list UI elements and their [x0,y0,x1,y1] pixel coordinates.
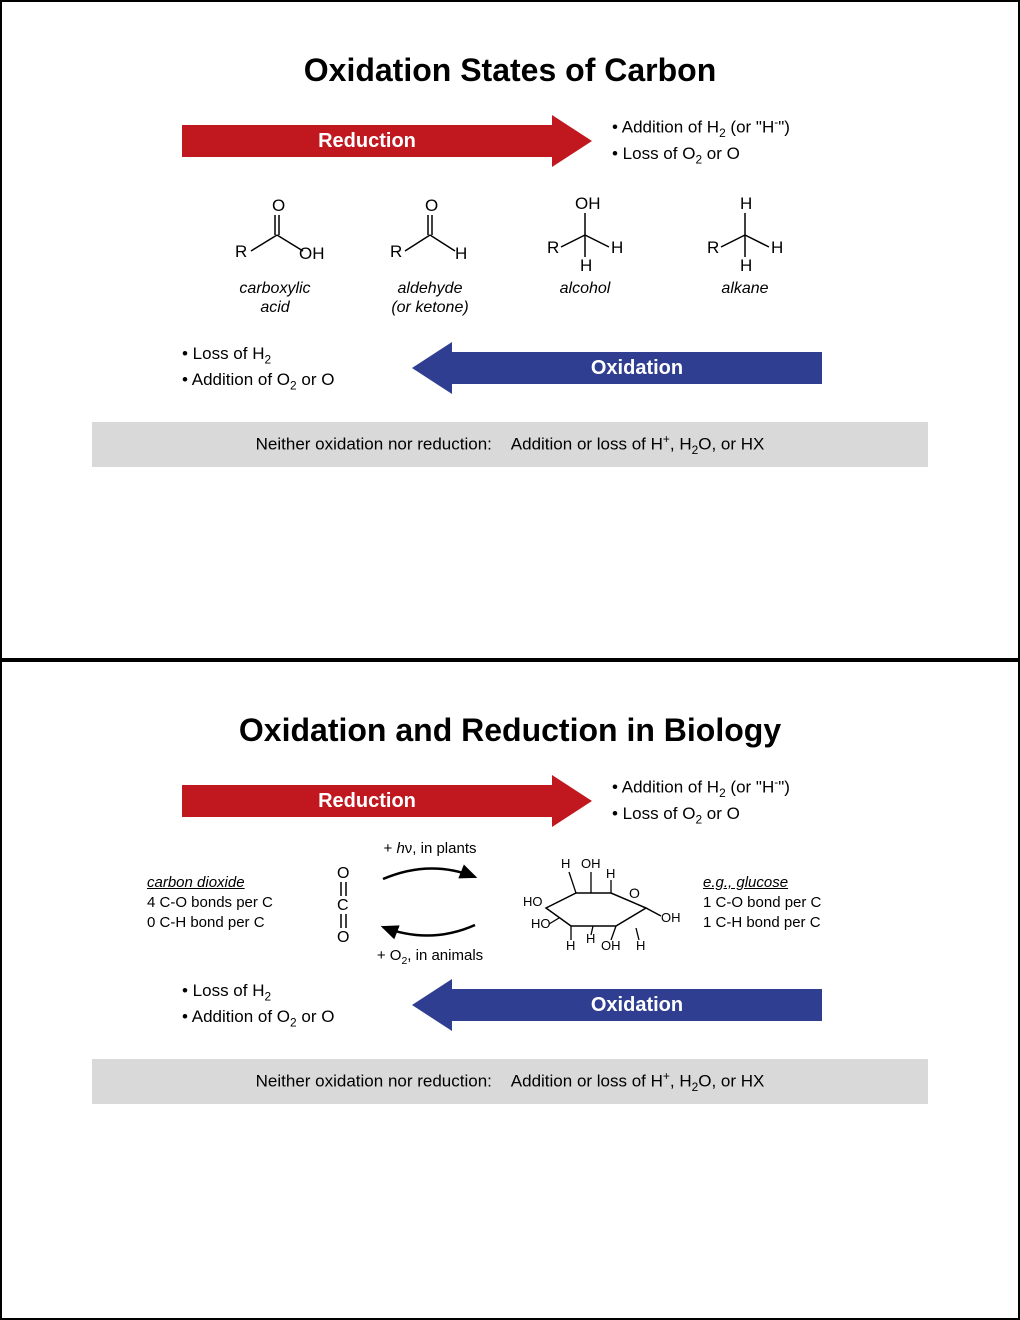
svg-text:H: H [455,244,467,263]
reduction-arrow: Reduction [182,775,592,827]
svg-text:H: H [580,256,592,273]
oxidation-arrow: Oxidation [412,979,822,1031]
glucose-text: e.g., glucose1 C-O bond per C1 C-H bond … [703,873,873,934]
svg-text:OH: OH [601,938,621,953]
reduction-arrow-bar: Reduction [182,125,552,157]
molecule-alkane: H R H H alkane [695,193,795,317]
oxidation-bullets: • Loss of H2• Addition of O2 or O [182,342,412,394]
reduction-arrow-bar: Reduction [182,785,552,817]
svg-text:R: R [390,242,402,261]
molecule-alcohol: OH R H H alcohol [535,193,635,317]
svg-text:H: H [586,931,595,946]
svg-text:OH: OH [575,194,601,213]
svg-text:R: R [707,238,719,257]
neutral-note: Neither oxidation nor reduction: Additio… [92,422,928,467]
slide-title: Oxidation and Reduction in Biology [52,712,968,749]
slide-oxidation-states: Oxidation States of Carbon Reduction • A… [0,0,1020,660]
molecule-aldehyde: O R H aldehyde(or ketone) [385,193,475,317]
oxidation-arrow-row: • Loss of H2• Addition of O2 or O Oxidat… [182,979,968,1031]
alkane-structure-icon: H R H H [695,193,795,273]
molecule-carboxylic-acid: O R OH carboxylicacid [225,193,325,317]
molecule-label: carboxylicacid [239,279,310,317]
svg-text:H: H [771,238,783,257]
molecule-label: aldehyde(or ketone) [391,279,468,317]
aldehyde-structure-icon: O R H [385,193,475,273]
svg-text:O: O [425,196,438,215]
svg-text:H: H [740,256,752,273]
svg-text:H: H [561,856,570,871]
svg-text:R: R [235,242,247,261]
reduction-bullets: • Addition of H2 (or "H-")• Loss of O2 o… [612,114,790,168]
alcohol-structure-icon: OH R H H [535,193,635,273]
reduction-arrow-head [552,775,592,827]
animals-label: + O2, in animals [377,947,483,967]
cycle-arrows: + hν, in plants + O2, in animals [375,838,485,969]
oxidation-arrow-head [412,342,452,394]
oxidation-arrow: Oxidation [412,342,822,394]
slide-title: Oxidation States of Carbon [52,52,968,89]
reduction-arrow-row: Reduction • Addition of H2 (or "H-")• Lo… [182,114,968,168]
oxidation-bullets: • Loss of H2• Addition of O2 or O [182,979,412,1031]
oxidation-arrow-bar: Oxidation [452,352,822,384]
molecule-label: alkane [721,279,768,298]
svg-text:H: H [606,866,615,881]
reduction-arrow: Reduction [182,115,592,167]
svg-text:H: H [611,238,623,257]
svg-text:HO: HO [531,916,551,931]
oxidation-arrow-row: • Loss of H2• Addition of O2 or O Oxidat… [182,342,968,394]
svg-text:O: O [337,929,349,942]
svg-text:C: C [337,897,349,914]
svg-text:OH: OH [581,856,601,871]
cycle-arrow-left-icon [375,917,485,945]
plants-label: + hν, in plants [384,840,477,857]
cycle-arrow-right-icon [375,859,485,887]
svg-text:O: O [337,865,349,882]
svg-text:O: O [629,885,640,901]
co2-text: carbon dioxide4 C-O bonds per C0 C-H bon… [147,873,317,934]
slide-biology: Oxidation and Reduction in Biology Reduc… [0,660,1020,1320]
svg-text:OH: OH [661,910,681,925]
svg-text:O: O [272,196,285,215]
svg-text:H: H [740,194,752,213]
reduction-arrow-row: Reduction • Addition of H2 (or "H-")• Lo… [182,774,968,828]
glucose-structure-icon: O H OH H HO HO H H OH H OH [501,838,691,968]
co2-structure-icon: O C O [329,864,359,942]
carboxylic-acid-structure-icon: O R OH [225,193,325,273]
reduction-bullets: • Addition of H2 (or "H-")• Loss of O2 o… [612,774,790,828]
svg-text:OH: OH [299,244,325,263]
neutral-note: Neither oxidation nor reduction: Additio… [92,1059,928,1104]
svg-text:H: H [566,938,575,953]
biology-cycle: carbon dioxide4 C-O bonds per C0 C-H bon… [52,838,968,969]
molecule-label: alcohol [560,279,611,298]
svg-text:HO: HO [523,894,543,909]
oxidation-arrow-head [412,979,452,1031]
molecules-row: O R OH carboxylicacid O R H aldehyde(or … [52,193,968,317]
reduction-arrow-head [552,115,592,167]
oxidation-arrow-bar: Oxidation [452,989,822,1021]
svg-text:R: R [547,238,559,257]
svg-text:H: H [636,938,645,953]
